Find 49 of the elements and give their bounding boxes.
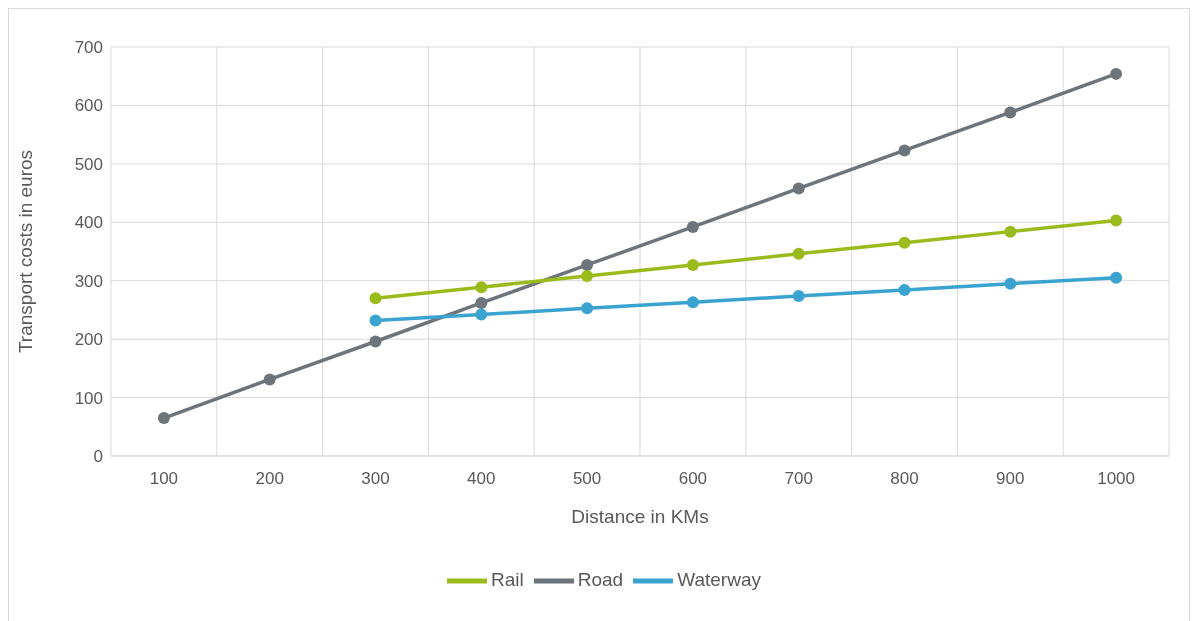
point bbox=[686, 220, 699, 233]
point bbox=[686, 258, 699, 271]
point bbox=[792, 182, 805, 195]
x-tick-label: 300 bbox=[361, 469, 390, 489]
point bbox=[581, 258, 594, 271]
point bbox=[475, 308, 488, 321]
x-tick-label: 500 bbox=[572, 469, 602, 489]
point bbox=[1110, 67, 1123, 80]
legend-label: Road bbox=[577, 569, 624, 591]
y-axis-title: Transport costs in euros bbox=[14, 149, 36, 354]
y-tick-label: 700 bbox=[74, 38, 103, 58]
x-tick-label: 400 bbox=[467, 469, 496, 489]
point bbox=[581, 270, 594, 283]
point bbox=[686, 296, 699, 309]
point bbox=[263, 373, 276, 386]
y-tick-label: 500 bbox=[74, 154, 103, 174]
y-tick-label: 0 bbox=[93, 447, 103, 467]
point bbox=[369, 314, 382, 327]
y-tick-label: 100 bbox=[74, 388, 103, 408]
point bbox=[898, 236, 911, 249]
x-tick-label: 600 bbox=[678, 469, 708, 489]
point bbox=[1004, 225, 1017, 238]
x-tick-label: 800 bbox=[890, 469, 919, 489]
point bbox=[1110, 214, 1123, 227]
x-tick-label: 1000 bbox=[1097, 469, 1136, 489]
y-tick-label: 200 bbox=[74, 330, 103, 350]
x-tick-label: 200 bbox=[255, 469, 284, 489]
point bbox=[369, 335, 382, 348]
x-tick-label: 900 bbox=[996, 469, 1025, 489]
legend-label: Rail bbox=[491, 569, 524, 591]
point bbox=[898, 284, 911, 297]
point bbox=[792, 289, 805, 302]
point bbox=[1110, 271, 1123, 284]
x-axis-title: Distance in KMs bbox=[571, 506, 709, 527]
point bbox=[581, 302, 594, 315]
point bbox=[475, 281, 488, 294]
point bbox=[1004, 106, 1017, 119]
point bbox=[898, 144, 911, 157]
point bbox=[475, 296, 488, 309]
y-tick-label: 300 bbox=[74, 271, 103, 291]
point bbox=[792, 247, 805, 260]
point bbox=[157, 412, 170, 425]
x-tick-label: 100 bbox=[149, 469, 179, 489]
x-tick-label: 700 bbox=[784, 469, 813, 489]
point bbox=[369, 292, 382, 305]
y-tick-label: 600 bbox=[74, 96, 103, 116]
legend-label: Waterway bbox=[677, 569, 761, 591]
point bbox=[1004, 277, 1017, 290]
y-tick-label: 400 bbox=[74, 213, 103, 233]
